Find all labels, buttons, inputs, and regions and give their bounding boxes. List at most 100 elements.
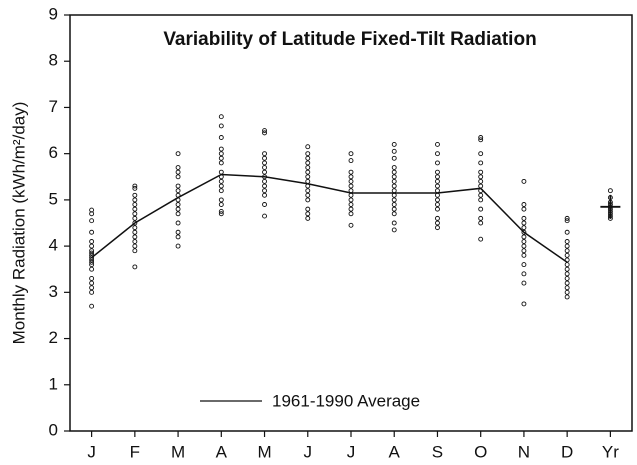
data-point bbox=[435, 220, 440, 226]
data-point bbox=[564, 266, 570, 272]
data-point bbox=[262, 151, 267, 157]
data-point bbox=[175, 183, 181, 189]
data-point bbox=[132, 243, 138, 249]
data-point bbox=[218, 211, 224, 217]
data-point bbox=[435, 178, 440, 184]
data-point bbox=[521, 234, 527, 240]
data-point bbox=[89, 280, 95, 286]
data-point bbox=[435, 225, 440, 231]
data-point bbox=[262, 183, 267, 189]
data-point bbox=[435, 141, 440, 147]
average-line bbox=[91, 173, 568, 263]
data-point bbox=[89, 250, 95, 256]
data-point bbox=[132, 229, 138, 235]
data-point bbox=[218, 135, 224, 140]
x-tick-label: D bbox=[561, 442, 573, 461]
data-point bbox=[89, 255, 95, 261]
data-point bbox=[391, 148, 397, 154]
data-point bbox=[89, 259, 95, 265]
data-point bbox=[478, 174, 484, 180]
data-point bbox=[521, 206, 527, 212]
data-point bbox=[348, 151, 354, 157]
data-point bbox=[478, 206, 484, 212]
data-point bbox=[435, 169, 440, 175]
x-tick-label: J bbox=[87, 442, 96, 461]
data-point bbox=[348, 169, 354, 175]
data-point bbox=[262, 202, 267, 207]
data-point bbox=[89, 285, 95, 291]
data-point bbox=[391, 211, 397, 217]
data-point bbox=[391, 183, 397, 189]
data-point bbox=[218, 169, 224, 175]
data-point bbox=[521, 239, 527, 244]
data-point bbox=[132, 239, 138, 244]
data-point bbox=[435, 202, 440, 207]
data-point bbox=[175, 174, 181, 180]
data-point bbox=[348, 222, 354, 228]
x-tick-label: J bbox=[347, 442, 356, 461]
data-point bbox=[262, 213, 267, 219]
data-point bbox=[478, 183, 484, 189]
data-point bbox=[391, 227, 397, 233]
data-point bbox=[564, 262, 570, 268]
data-point bbox=[564, 248, 570, 254]
y-tick-label: 8 bbox=[49, 51, 58, 70]
data-point bbox=[478, 192, 484, 198]
data-point bbox=[478, 151, 484, 157]
data-point bbox=[435, 206, 440, 212]
data-point bbox=[564, 243, 570, 249]
data-point bbox=[478, 236, 484, 242]
y-tick-label: 9 bbox=[49, 4, 58, 23]
data-point bbox=[521, 202, 527, 207]
data-point bbox=[218, 208, 224, 214]
data-point bbox=[391, 206, 397, 212]
data-point bbox=[175, 206, 181, 212]
data-point bbox=[89, 266, 95, 272]
data-point bbox=[521, 271, 527, 277]
data-point bbox=[521, 220, 527, 226]
data-point bbox=[521, 248, 527, 254]
data-point bbox=[564, 252, 570, 258]
data-point bbox=[391, 178, 397, 184]
data-point bbox=[521, 215, 527, 221]
data-point bbox=[89, 257, 95, 263]
y-tick-label: 0 bbox=[49, 420, 58, 439]
data-point bbox=[435, 183, 440, 189]
data-point bbox=[521, 252, 527, 258]
data-point bbox=[132, 183, 138, 189]
data-point bbox=[305, 206, 311, 212]
data-point bbox=[89, 229, 95, 235]
data-point bbox=[348, 202, 354, 207]
data-point bbox=[305, 169, 311, 175]
data-point bbox=[132, 211, 138, 217]
data-point bbox=[218, 188, 224, 194]
data-point bbox=[391, 155, 397, 161]
data-point bbox=[175, 229, 181, 235]
data-point bbox=[89, 218, 95, 224]
x-tick-label: Yr bbox=[602, 442, 619, 461]
data-point bbox=[262, 192, 267, 198]
data-point bbox=[564, 239, 570, 244]
data-point bbox=[175, 220, 181, 226]
data-point bbox=[521, 301, 527, 307]
data-point bbox=[89, 211, 95, 217]
x-tick-label: J bbox=[304, 442, 313, 461]
x-tick-label: O bbox=[474, 442, 487, 461]
y-tick-label: 5 bbox=[49, 189, 58, 208]
data-point bbox=[564, 218, 570, 224]
data-point bbox=[305, 211, 311, 217]
data-point bbox=[132, 202, 138, 207]
data-point bbox=[564, 289, 570, 295]
data-point bbox=[435, 192, 440, 198]
data-point bbox=[132, 220, 138, 226]
x-tick-label: F bbox=[130, 442, 140, 461]
data-point bbox=[218, 178, 224, 184]
data-point bbox=[348, 192, 354, 198]
x-tick-label: A bbox=[389, 442, 401, 461]
y-tick-label: 2 bbox=[49, 328, 58, 347]
data-point bbox=[521, 280, 527, 286]
data-point bbox=[478, 160, 484, 166]
data-point bbox=[218, 123, 224, 129]
data-point bbox=[262, 178, 267, 184]
data-point bbox=[218, 197, 224, 203]
